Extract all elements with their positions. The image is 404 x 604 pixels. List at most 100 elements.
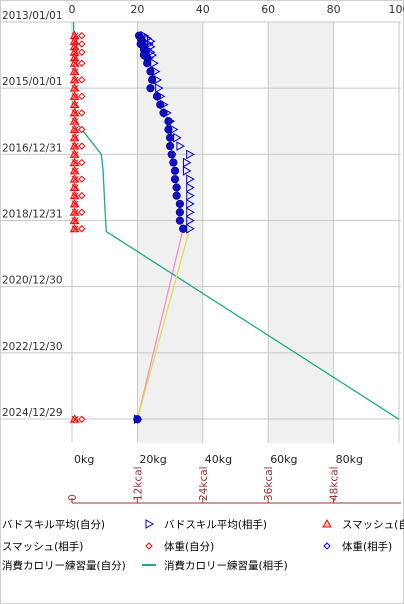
- point-s3-14: [71, 134, 79, 142]
- point-s1-11: [153, 74, 163, 85]
- weight-tick-label: 20kg: [139, 453, 166, 466]
- point-s1-6: [146, 47, 156, 58]
- point-s0-11: [148, 75, 157, 84]
- point-s0-26: [175, 199, 185, 209]
- legend-label: スマッシュ(自分): [342, 518, 404, 531]
- point-s3-13: [71, 126, 79, 133]
- point-s0-18: [166, 133, 175, 142]
- point-s4-12: [78, 208, 86, 216]
- point-s3-6: [71, 68, 79, 75]
- point-s1-8: [145, 53, 154, 63]
- legend-symbol: [323, 542, 331, 550]
- legend-symbol: [145, 542, 153, 550]
- point-s3-1: [71, 37, 79, 45]
- weight-tick-label: 0kg: [74, 453, 94, 466]
- point-s4-6: [78, 109, 86, 117]
- legend-symbol: [145, 519, 155, 529]
- point-s1-17: [169, 124, 179, 135]
- point-s1-24: [186, 182, 195, 193]
- top-tick-label: 80: [327, 3, 341, 16]
- point-s0-20: [167, 150, 176, 159]
- point-s4-8: [78, 142, 86, 150]
- series-line-8: [136, 228, 191, 420]
- weight-tick-label: 40kg: [205, 453, 232, 466]
- legend-item: スマッシュ(自分): [318, 516, 404, 532]
- calorie-tick-label: 12kcal: [132, 466, 144, 501]
- legend-symbol: [322, 518, 332, 528]
- point-s4-10: [78, 175, 86, 183]
- point-s4-0: [78, 31, 86, 40]
- legend-item: 消費カロリー練習量(相手): [140, 557, 288, 573]
- point-s3-11: [71, 109, 79, 117]
- shaded-band-1: [268, 22, 334, 443]
- point-s1-10: [151, 66, 161, 77]
- point-s1-15: [163, 108, 172, 118]
- point-s3-4: [71, 54, 79, 62]
- legend-label: 体重(自分): [164, 540, 215, 553]
- legend-symbol: [142, 564, 156, 566]
- top-tick-label: 40: [196, 3, 210, 16]
- point-s1-28: [186, 215, 195, 226]
- point-s0-27: [175, 208, 185, 217]
- point-s1-23: [186, 174, 195, 185]
- point-s3-7: [71, 76, 79, 84]
- point-s1-30: [133, 414, 143, 425]
- point-s3-0: [71, 32, 79, 40]
- legend-label: 消費カロリー練習量(相手): [164, 559, 288, 572]
- legend-item: 体重(自分): [140, 538, 214, 554]
- series-markers: [69, 30, 195, 425]
- point-s4-13: [78, 225, 86, 233]
- shaded-bands: [137, 22, 334, 443]
- point-s3-24: [71, 217, 79, 224]
- legend-item: 消費カロリー練習量(自分): [2, 557, 126, 573]
- point-s3-18: [71, 167, 79, 175]
- date-tick-label: 2018/12/31: [2, 209, 63, 221]
- calorie-tick-label: 36kcal: [263, 466, 275, 501]
- point-s4-3: [78, 59, 86, 67]
- point-s3-16: [71, 151, 79, 158]
- point-s3-20: [71, 184, 79, 191]
- legend-item: スマッシュ(相手): [2, 538, 83, 554]
- point-s1-14: [160, 99, 169, 110]
- point-s3-23: [71, 208, 79, 216]
- point-s4-4: [78, 76, 86, 84]
- point-s0-28: [175, 216, 185, 225]
- point-s4-1: [78, 40, 86, 48]
- series-line-6: [136, 228, 184, 420]
- calorie-tick-label: 48kcal: [329, 466, 341, 501]
- point-s4-11: [78, 191, 86, 200]
- calorie-tick-label: 0: [67, 494, 79, 501]
- point-s4-2: [78, 48, 86, 56]
- point-s3-9: [71, 92, 79, 100]
- point-s3-22: [71, 200, 79, 208]
- point-s3-10: [71, 101, 79, 108]
- date-tick-label: 2016/12/31: [2, 142, 63, 154]
- point-s4-7: [78, 125, 86, 134]
- date-tick-label: 2015/01/01: [2, 76, 63, 88]
- point-s1-29: [186, 223, 195, 234]
- point-s0-22: [170, 166, 180, 175]
- point-s3-25: [71, 225, 79, 233]
- point-s3-19: [71, 175, 79, 183]
- point-s1-16: [166, 116, 176, 127]
- legend-item: バドスキル平均(自分): [2, 516, 105, 532]
- date-tick-label: 2024/12/29: [2, 407, 63, 419]
- point-s1-25: [186, 190, 195, 201]
- legend-label: バドスキル平均(相手): [164, 518, 268, 531]
- point-s1-3: [145, 39, 154, 49]
- point-s3-26: [71, 415, 79, 423]
- point-s0-21: [169, 158, 178, 167]
- calorie-tick-label: 24kcal: [198, 466, 210, 501]
- point-s0-19: [166, 141, 175, 151]
- point-s4-14: [78, 415, 86, 423]
- point-s0-24: [172, 183, 181, 192]
- point-s1-7: [148, 50, 158, 60]
- legend-item: バドスキル平均(相手): [140, 516, 267, 532]
- weight-tick-label: 80kg: [336, 453, 363, 466]
- legend-label: バドスキル平均(自分): [2, 518, 106, 531]
- point-s3-3: [71, 48, 79, 56]
- weight-tick-label: 60kg: [270, 453, 297, 466]
- point-s1-12: [155, 83, 164, 94]
- date-tick-label: 2013/01/01: [2, 10, 63, 22]
- point-s3-5: [71, 59, 79, 67]
